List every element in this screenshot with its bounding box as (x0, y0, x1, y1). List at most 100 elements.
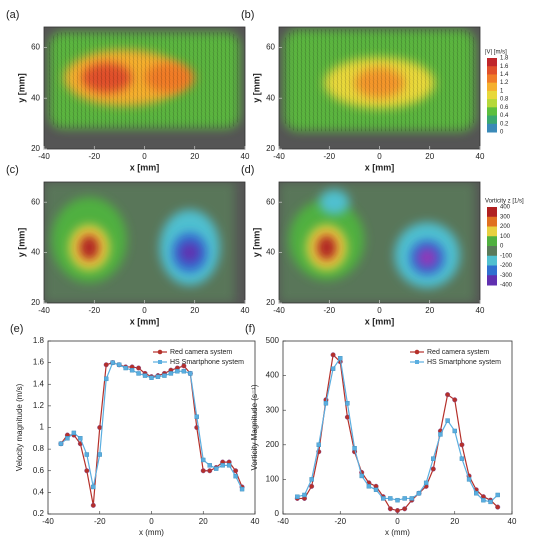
marker (481, 497, 486, 503)
marker (207, 468, 213, 474)
marker (388, 496, 393, 501)
marker (431, 456, 436, 461)
colorbar-tick-label: -100 (500, 253, 513, 259)
y-tick-label: 20 (31, 144, 40, 153)
marker (90, 502, 96, 508)
y-tick-label: 60 (266, 42, 275, 51)
vector-texture (49, 32, 240, 129)
y-tick-label: 100 (266, 475, 280, 484)
legend-marker (414, 349, 420, 355)
colorbar-tick-label: 0 (500, 244, 504, 250)
marker (438, 432, 443, 437)
x-tick-label: 20 (425, 306, 434, 315)
marker (136, 371, 141, 376)
colorbar-tick-label: 1.4 (500, 72, 509, 78)
y-tick-label: 400 (266, 371, 280, 380)
x-tick-label: 0 (377, 152, 382, 161)
colorbar-swatch (487, 246, 497, 257)
x-tick-label: -40 (38, 152, 50, 161)
peak (179, 242, 200, 263)
colorbar-tick-label: -200 (500, 263, 513, 269)
colorbar-tick-label: 0.8 (500, 97, 509, 103)
y-tick-label: 500 (266, 336, 280, 345)
marker (302, 492, 307, 498)
x-tick-label: 20 (199, 517, 208, 526)
marker (162, 373, 167, 378)
marker (97, 452, 102, 457)
marker (309, 483, 315, 489)
x-tick-label: 40 (508, 517, 517, 526)
y-tick-label: 0.4 (33, 487, 45, 496)
marker (338, 356, 343, 361)
marker (366, 484, 372, 489)
x-tick-label: 20 (190, 306, 199, 315)
colorbar-tick-label: 0 (500, 130, 504, 136)
x-tick-label: -40 (273, 306, 285, 315)
marker (226, 463, 232, 468)
x-tick-label: 0 (142, 306, 147, 315)
marker (416, 491, 422, 496)
panel-label: (e) (10, 323, 23, 335)
colorbar-tick-label: 0.2 (500, 121, 509, 127)
x-axis-label: x (mm) (385, 528, 410, 537)
marker (233, 468, 239, 474)
y-axis-label: y [mm] (251, 228, 261, 258)
peak (319, 189, 350, 215)
peak (316, 234, 337, 261)
marker (207, 463, 212, 468)
marker (452, 428, 457, 434)
colorbar-tick-label: 400 (500, 205, 511, 211)
x-axis-label: x [mm] (365, 316, 395, 326)
heatmap (44, 182, 235, 303)
marker (395, 508, 401, 514)
y-tick-label: 0 (275, 509, 280, 518)
marker (233, 473, 238, 479)
marker (181, 363, 187, 369)
marker (123, 365, 128, 371)
marker (168, 371, 174, 376)
heatmap (279, 182, 475, 303)
x-tick-label: -40 (38, 306, 50, 315)
y-tick-label: 40 (266, 248, 275, 257)
marker (459, 456, 465, 461)
x-tick-label: -20 (94, 517, 106, 526)
x-tick-label: 0 (149, 517, 154, 526)
legend-marker (158, 360, 162, 364)
marker (91, 484, 96, 490)
colorbar-swatch (487, 115, 497, 125)
colorbar-tick-label: 1 (500, 88, 504, 94)
y-axis-label: Velocity magnitude (m/s) (15, 383, 24, 471)
colorbar-tick-label: 1.8 (500, 56, 509, 62)
legend-marker (157, 349, 163, 355)
colorbar-tick-label: 200 (500, 224, 511, 230)
marker (149, 375, 154, 380)
colorbar-swatch (487, 275, 497, 286)
panel-label: (d) (241, 164, 254, 176)
marker (110, 360, 115, 365)
panel-label: (f) (245, 323, 255, 335)
y-tick-label: 20 (266, 144, 275, 153)
x-axis-label: x (mm) (139, 528, 164, 537)
heatmap (49, 32, 240, 129)
y-tick-label: 300 (266, 405, 280, 414)
y-tick-label: 1.2 (33, 401, 45, 410)
x-tick-label: 20 (425, 152, 434, 161)
panel-label: (b) (241, 9, 254, 21)
y-tick-label: 60 (31, 42, 40, 51)
marker (103, 362, 109, 368)
y-axis-label: y [mm] (16, 73, 26, 103)
panel-label: (a) (6, 9, 19, 21)
legend-label: Red camera system (427, 349, 489, 356)
colorbar-tick-label: 300 (500, 214, 511, 220)
x-tick-label: -20 (334, 517, 346, 526)
y-tick-label: 0.8 (33, 444, 45, 453)
marker (200, 468, 206, 474)
x-tick-label: 40 (251, 517, 260, 526)
x-tick-label: 40 (241, 152, 250, 161)
legend-marker (415, 360, 419, 364)
colorbar-tick-label: 1.6 (500, 64, 509, 70)
colorbar-swatch (487, 66, 497, 75)
y-tick-label: 0.6 (33, 466, 45, 475)
marker (116, 362, 122, 367)
